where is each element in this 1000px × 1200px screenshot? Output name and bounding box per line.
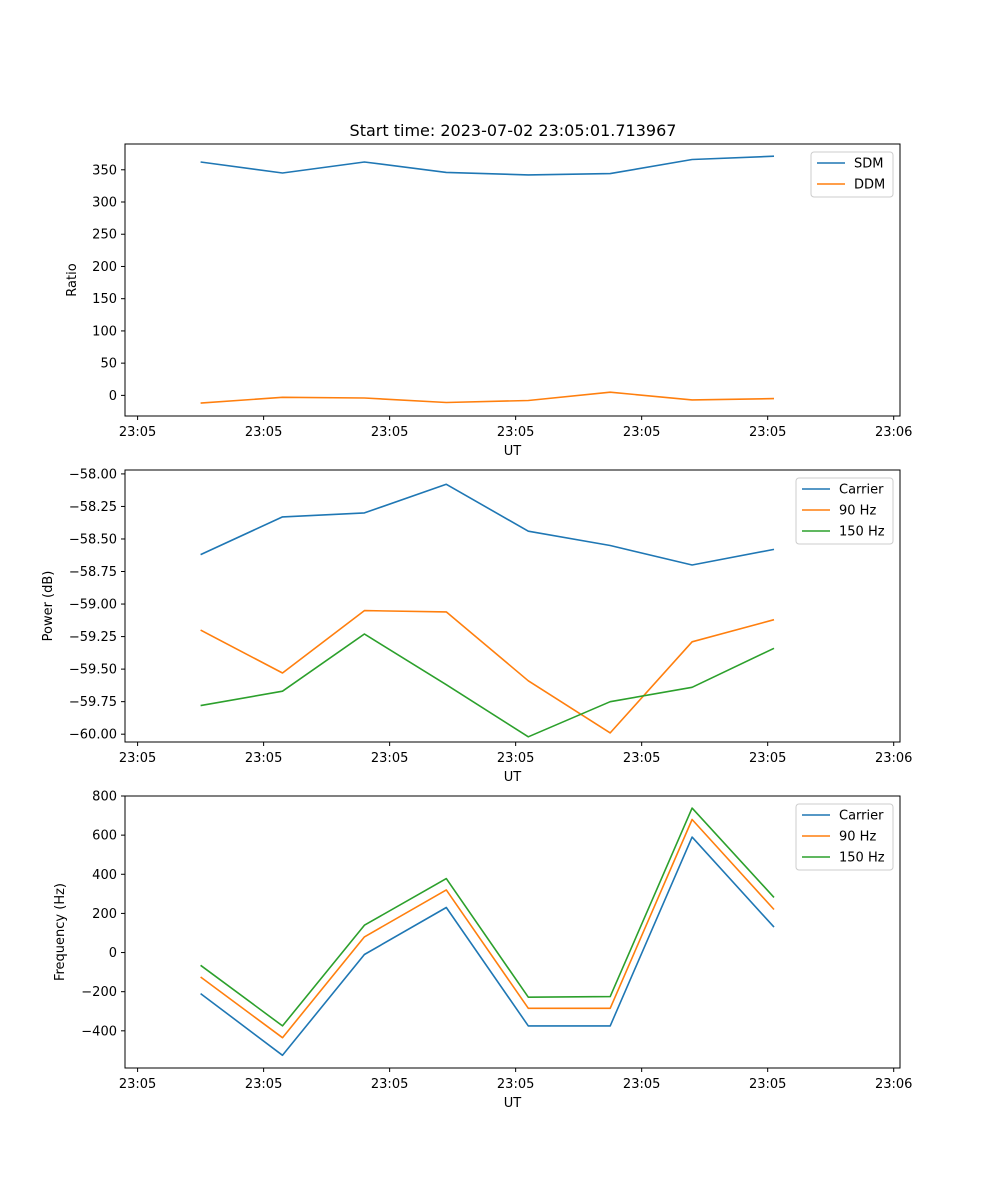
y-tick-label: −58.50 xyxy=(69,532,117,547)
x-tick-label: 23:05 xyxy=(245,751,282,766)
x-tick-label: 23:05 xyxy=(119,1077,156,1092)
y-tick-label: 50 xyxy=(100,357,117,372)
x-tick-label: 23:05 xyxy=(749,751,786,766)
x-tick-label: 23:05 xyxy=(119,751,156,766)
y-tick-label: 350 xyxy=(92,163,117,178)
x-tick-label: 23:05 xyxy=(623,1077,660,1092)
x-axis-label: UT xyxy=(504,1096,522,1111)
series-line-sdm xyxy=(200,155,775,176)
x-tick-label: 23:05 xyxy=(749,1077,786,1092)
y-axis-label: Ratio xyxy=(65,263,80,296)
series-line-90-hz xyxy=(200,818,775,1039)
x-tick-label: 23:05 xyxy=(371,751,408,766)
x-tick-label: 23:06 xyxy=(875,425,912,440)
figure-title: Start time: 2023-07-02 23:05:01.713967 xyxy=(350,121,677,140)
y-tick-label: 0 xyxy=(109,946,117,961)
chart-panel-1: 23:05 23:05 23:05 23:05 23:05 23:05 23:06 0 50 10… xyxy=(65,143,912,459)
x-tick-label: 23:05 xyxy=(749,425,786,440)
y-tick-label: −400 xyxy=(81,1024,117,1039)
legend: Carrier 90 Hz 150 Hz xyxy=(795,477,894,545)
series-line-90-hz xyxy=(200,609,775,734)
axes-frame xyxy=(124,795,901,1069)
y-tick-label: −59.00 xyxy=(69,598,117,613)
x-tick-label: 23:05 xyxy=(497,425,534,440)
y-tick-label: −59.50 xyxy=(69,663,117,678)
y-tick-label: −58.00 xyxy=(69,467,117,482)
legend-label: 150 Hz xyxy=(839,851,885,866)
y-tick-label: −58.25 xyxy=(69,500,117,515)
legend-label: Carrier xyxy=(839,483,884,498)
x-tick-label: 23:05 xyxy=(497,1077,534,1092)
x-tick-label: 23:05 xyxy=(371,425,408,440)
y-tick-label: 100 xyxy=(92,324,117,339)
x-tick-label: 23:05 xyxy=(497,751,534,766)
y-tick-label: −60.00 xyxy=(69,728,117,743)
series-line-150-hz xyxy=(200,633,775,738)
x-tick-label: 23:05 xyxy=(245,425,282,440)
axes-frame xyxy=(124,143,901,417)
y-tick-label: 200 xyxy=(92,260,117,275)
y-tick-label: 300 xyxy=(92,196,117,211)
x-tick-label: 23:05 xyxy=(623,751,660,766)
legend: Carrier 90 Hz 150 Hz xyxy=(795,803,894,871)
axes-frame xyxy=(124,469,901,743)
legend-label: 90 Hz xyxy=(839,504,876,519)
y-tick-label: −59.25 xyxy=(69,630,117,645)
x-tick-label: 23:05 xyxy=(245,1077,282,1092)
y-tick-label: 400 xyxy=(92,868,117,883)
x-tick-label: 23:06 xyxy=(875,1077,912,1092)
y-tick-label: −59.75 xyxy=(69,695,117,710)
y-tick-label: 0 xyxy=(109,389,117,404)
y-tick-label: −200 xyxy=(81,985,117,1000)
legend: SDM DDM xyxy=(810,151,894,198)
y-axis-label: Frequency (Hz) xyxy=(53,883,68,981)
legend-label: SDM xyxy=(854,157,883,172)
series-line-carrier xyxy=(200,836,775,1057)
series-line-150-hz xyxy=(200,807,775,1027)
chart-panel-2: 23:05 23:05 23:05 23:05 23:05 23:05 23:06 −60.0… xyxy=(41,467,912,785)
y-axis-label: Power (dB) xyxy=(41,571,56,642)
panels: 23:05 23:05 23:05 23:05 23:05 23:05 23:06 0 50 10… xyxy=(41,143,912,1112)
y-tick-label: −58.75 xyxy=(69,565,117,580)
x-tick-label: 23:05 xyxy=(371,1077,408,1092)
legend-box xyxy=(795,803,894,871)
y-tick-label: 200 xyxy=(92,907,117,922)
legend-label: Carrier xyxy=(839,809,884,824)
y-tick-label: 800 xyxy=(92,790,117,805)
y-tick-label: 150 xyxy=(92,292,117,307)
y-tick-label: 250 xyxy=(92,228,117,243)
legend-box xyxy=(795,477,894,545)
x-axis-label: UT xyxy=(504,444,522,459)
series-line-ddm xyxy=(200,391,775,404)
y-tick-label: 600 xyxy=(92,829,117,844)
x-axis-label: UT xyxy=(504,770,522,785)
legend-label: DDM xyxy=(854,178,885,193)
x-tick-label: 23:06 xyxy=(875,751,912,766)
legend-label: 150 Hz xyxy=(839,525,885,540)
x-tick-label: 23:05 xyxy=(119,425,156,440)
x-tick-label: 23:05 xyxy=(623,425,660,440)
series-line-carrier xyxy=(200,483,775,566)
chart-panel-3: 23:05 23:05 23:05 23:05 23:05 23:05 23:06 −400 −… xyxy=(53,790,912,1112)
legend-label: 90 Hz xyxy=(839,830,876,845)
